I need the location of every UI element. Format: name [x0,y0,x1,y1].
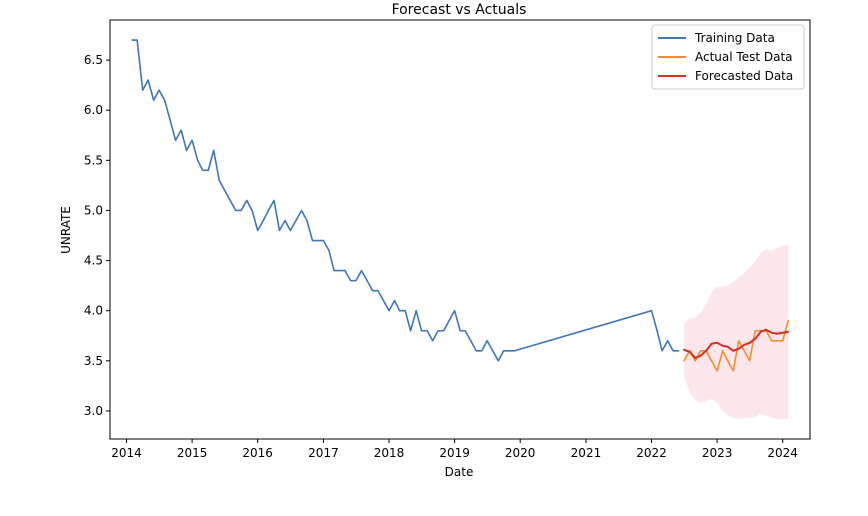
x-tick-label: 2015 [177,446,208,460]
x-tick-label: 2014 [111,446,142,460]
legend-box [651,24,805,90]
x-tick-label: 2022 [636,446,667,460]
y-tick-label: 3.0 [84,404,103,418]
x-tick-label: 2023 [702,446,733,460]
legend: Training Data Actual Test Data Forecasted … [651,24,805,90]
legend-label-training-data: Training Data [694,31,775,45]
y-tick-label: 4.0 [84,304,103,318]
x-tick-label: 2019 [439,446,470,460]
y-tick-label: 6.0 [84,103,103,117]
confidence-band [684,244,789,419]
confidence-band-layer [684,244,789,419]
x-tick-label: 2017 [308,446,339,460]
y-tick-label: 4.5 [84,254,103,268]
series-layer [131,39,790,372]
y-tick-label: 6.5 [84,53,103,67]
y-tick-label: 3.5 [84,354,103,368]
legend-label-forecasted-data: Forecasted Data [695,69,793,83]
x-axis-label: Date [445,465,474,479]
y-axis: 3.0 3.5 4.0 4.5 5.0 5.5 6.0 6.5 [84,53,110,418]
chart-title: Forecast vs Actuals [392,2,527,18]
y-axis-label: UNRATE [59,206,73,254]
series-line-actual-test-data [683,319,790,372]
x-tick-label: 2016 [242,446,273,460]
y-tick-label: 5.0 [84,203,103,217]
x-tick-label: 2020 [505,446,536,460]
x-tick-label: 2021 [571,446,602,460]
series-line-forecasted-data [683,328,790,359]
x-tick-label: 2024 [767,446,798,460]
x-tick-label: 2018 [374,446,405,460]
series-line-training-data [131,39,680,362]
x-axis: 2014 2015 2016 2017 2018 2019 2020 2021 2022 2023… [111,439,798,460]
plot-frame [109,19,811,440]
legend-label-actual-test-data: Actual Test Data [695,50,793,64]
y-tick-label: 5.5 [84,153,103,167]
